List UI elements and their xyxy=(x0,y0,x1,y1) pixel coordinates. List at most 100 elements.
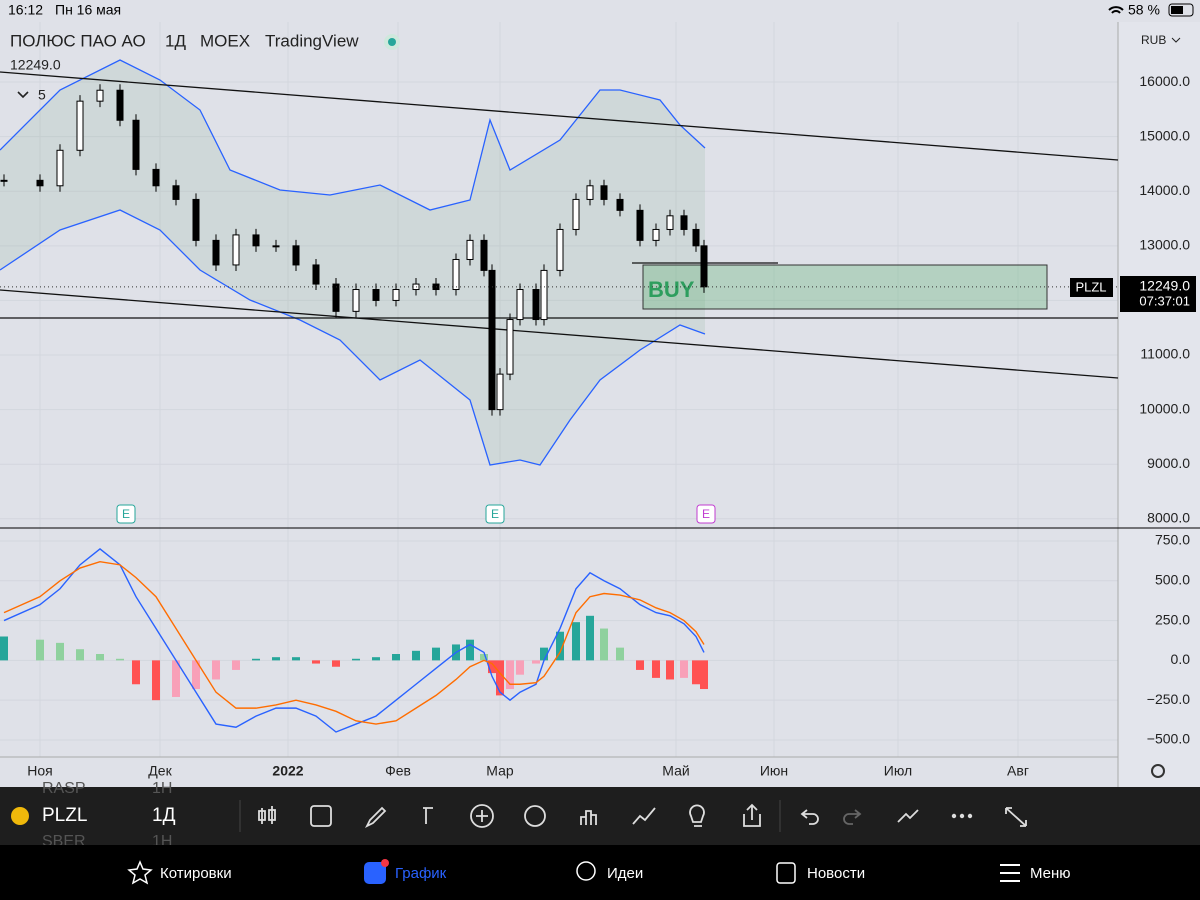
candle xyxy=(636,209,644,241)
earnings-marker[interactable] xyxy=(485,504,505,524)
signal-line xyxy=(3,560,705,725)
alert-icon[interactable] xyxy=(524,805,546,827)
compare-icon[interactable] xyxy=(310,805,332,827)
more-dot[interactable] xyxy=(951,813,957,819)
candle xyxy=(532,289,540,321)
histogram-bar xyxy=(666,660,674,680)
battery-level: 58 % xyxy=(1128,2,1160,18)
settings-icon[interactable] xyxy=(1151,764,1165,778)
histogram-bar xyxy=(172,660,180,697)
battery-fill xyxy=(1171,6,1183,14)
candle xyxy=(392,289,400,301)
histogram-bar xyxy=(432,647,440,661)
candle xyxy=(152,168,160,187)
candle xyxy=(172,185,180,200)
indicators-count[interactable]: 5 xyxy=(38,87,46,103)
histogram-bar xyxy=(56,642,64,661)
price-axis-background xyxy=(1118,22,1200,787)
currency-chevron[interactable] xyxy=(1171,37,1181,43)
histogram-bar xyxy=(192,660,200,690)
candle xyxy=(372,289,380,301)
candle xyxy=(480,239,488,271)
more-dot[interactable] xyxy=(959,813,965,819)
candle xyxy=(232,234,240,266)
fullscreen-icon[interactable] xyxy=(1005,807,1027,827)
candles-icon[interactable] xyxy=(258,806,276,824)
histogram-bar xyxy=(516,660,524,675)
earnings-marker[interactable] xyxy=(696,504,716,524)
price-badge xyxy=(1120,276,1196,312)
candle xyxy=(600,185,608,200)
collapse-icon[interactable] xyxy=(17,91,29,99)
tab-label-active[interactable]: График xyxy=(395,865,447,882)
price-badge-countdown: 07:37:01 xyxy=(1139,293,1190,308)
undo-icon[interactable] xyxy=(800,809,819,825)
x-tick-label: Дек xyxy=(148,763,172,779)
y-tick-label: 10000.0 xyxy=(1139,400,1190,416)
earnings-marker[interactable] xyxy=(116,504,136,524)
wifi-icon xyxy=(1108,6,1124,14)
histogram-bar xyxy=(556,631,564,661)
earnings-label: E xyxy=(491,507,499,521)
histogram-bar xyxy=(480,654,488,661)
y-tick-label: −250.0 xyxy=(1147,691,1190,707)
candle xyxy=(586,185,594,200)
candle xyxy=(272,245,280,248)
histogram-bar xyxy=(312,660,320,664)
tab-icon[interactable] xyxy=(1000,864,1020,882)
y-tick-label: 750.0 xyxy=(1155,532,1190,548)
candle xyxy=(132,119,140,170)
y-tick-label: 500.0 xyxy=(1155,571,1190,587)
histogram-bar xyxy=(466,639,474,661)
tab-icon[interactable] xyxy=(776,862,796,884)
tab-label[interactable]: Котировки xyxy=(160,865,232,882)
symbol-name[interactable]: ПОЛЮС ПАО АО xyxy=(10,31,146,50)
ideas-icon[interactable] xyxy=(689,804,705,827)
tab-label[interactable]: Новости xyxy=(807,865,865,882)
x-tick-label: Фев xyxy=(385,763,411,779)
indicators-icon[interactable] xyxy=(423,807,433,824)
tab-label[interactable]: Меню xyxy=(1030,865,1071,882)
currency[interactable]: RUB xyxy=(1141,33,1166,47)
histogram-bar xyxy=(506,660,514,690)
candle xyxy=(692,228,700,247)
add-icon[interactable] xyxy=(470,804,494,828)
templates-icon[interactable] xyxy=(897,809,919,823)
toolbar-symbol[interactable]: PLZL xyxy=(42,805,87,826)
histogram-bar xyxy=(132,660,140,685)
candle xyxy=(616,198,624,211)
histogram-bar xyxy=(692,660,700,685)
toolbar-interval[interactable]: 1Д xyxy=(152,805,176,826)
y-tick-label: 16000.0 xyxy=(1139,73,1190,89)
earnings-label: E xyxy=(122,507,130,521)
histogram-bar xyxy=(232,660,240,670)
histogram-bar xyxy=(36,639,44,661)
histogram-bar xyxy=(272,657,280,661)
draw-icon[interactable] xyxy=(364,806,387,829)
interval[interactable]: 1Д xyxy=(165,31,186,50)
chart-type-icon[interactable] xyxy=(580,810,597,825)
tab-icon[interactable] xyxy=(127,860,153,885)
candle xyxy=(680,215,688,230)
source: TradingView xyxy=(265,31,359,50)
tab-label[interactable]: Идеи xyxy=(607,865,643,882)
candle xyxy=(666,215,674,230)
y-tick-label: 11000.0 xyxy=(1140,346,1190,362)
candle xyxy=(352,289,360,312)
tab-icon[interactable] xyxy=(576,861,596,881)
candle xyxy=(212,239,220,266)
histogram-bar xyxy=(352,658,360,661)
tab-icon[interactable] xyxy=(364,862,386,884)
x-tick-label: Май xyxy=(662,763,689,779)
x-tick-label: Ноя xyxy=(27,763,52,779)
candle xyxy=(556,228,564,271)
histogram-bar xyxy=(488,660,496,674)
share-icon[interactable] xyxy=(743,803,761,827)
histogram-bar xyxy=(96,654,104,661)
histogram-bar xyxy=(412,650,420,661)
strategy-icon[interactable] xyxy=(632,807,656,825)
more-dot[interactable] xyxy=(967,813,973,819)
histogram-bar xyxy=(652,660,660,678)
redo-icon[interactable] xyxy=(843,809,862,825)
candle xyxy=(516,289,524,321)
